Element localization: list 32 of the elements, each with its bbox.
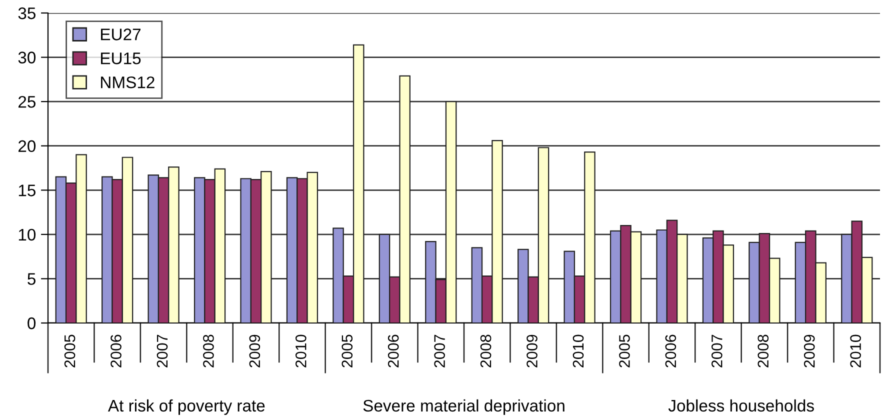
x-tick-label: 2008 bbox=[758, 334, 769, 368]
text: Jobless households bbox=[668, 399, 814, 412]
x-tick-label: 2007 bbox=[712, 334, 722, 368]
y-tick-label: 0 bbox=[28, 317, 36, 330]
x-tick-label: 2008 bbox=[203, 334, 214, 368]
y-tick-label: 5 bbox=[28, 273, 36, 285]
x-tick-label: 2008 bbox=[480, 334, 492, 368]
text: Severe material deprivation bbox=[363, 399, 564, 415]
x-tick-label: 2006 bbox=[110, 334, 122, 368]
legend-label: NMS12 bbox=[101, 76, 154, 88]
x-tick-label: 2009 bbox=[804, 334, 815, 368]
x-tick-label: 2010 bbox=[296, 334, 306, 368]
y-tick-label: 30 bbox=[18, 52, 36, 64]
y-tick-label: 25 bbox=[18, 96, 36, 108]
x-tick-label: 2009 bbox=[249, 334, 260, 368]
x-tick-label: 2010 bbox=[572, 334, 584, 368]
x-tick-label: 2005 bbox=[64, 334, 76, 368]
text: At risk of poverty rate bbox=[108, 399, 265, 415]
x-tick-label: 2007 bbox=[434, 334, 445, 368]
x-tick-label: 2005 bbox=[342, 334, 353, 368]
x-tick-label: 2005 bbox=[619, 334, 630, 368]
y-tick-label: 20 bbox=[18, 140, 36, 152]
y-tick-label: 35 bbox=[18, 7, 36, 20]
y-tick-label: 15 bbox=[18, 184, 36, 196]
y-tick-label: 10 bbox=[18, 228, 36, 241]
x-tick-label: 2007 bbox=[156, 334, 168, 368]
x-tick-label: 2009 bbox=[526, 334, 538, 368]
x-tick-label: 2010 bbox=[850, 334, 861, 368]
x-tick-label: 2006 bbox=[388, 334, 399, 368]
legend-label: EU27 bbox=[101, 28, 141, 40]
legend-label: EU15 bbox=[101, 52, 141, 64]
x-tick-label: 2006 bbox=[665, 334, 676, 368]
